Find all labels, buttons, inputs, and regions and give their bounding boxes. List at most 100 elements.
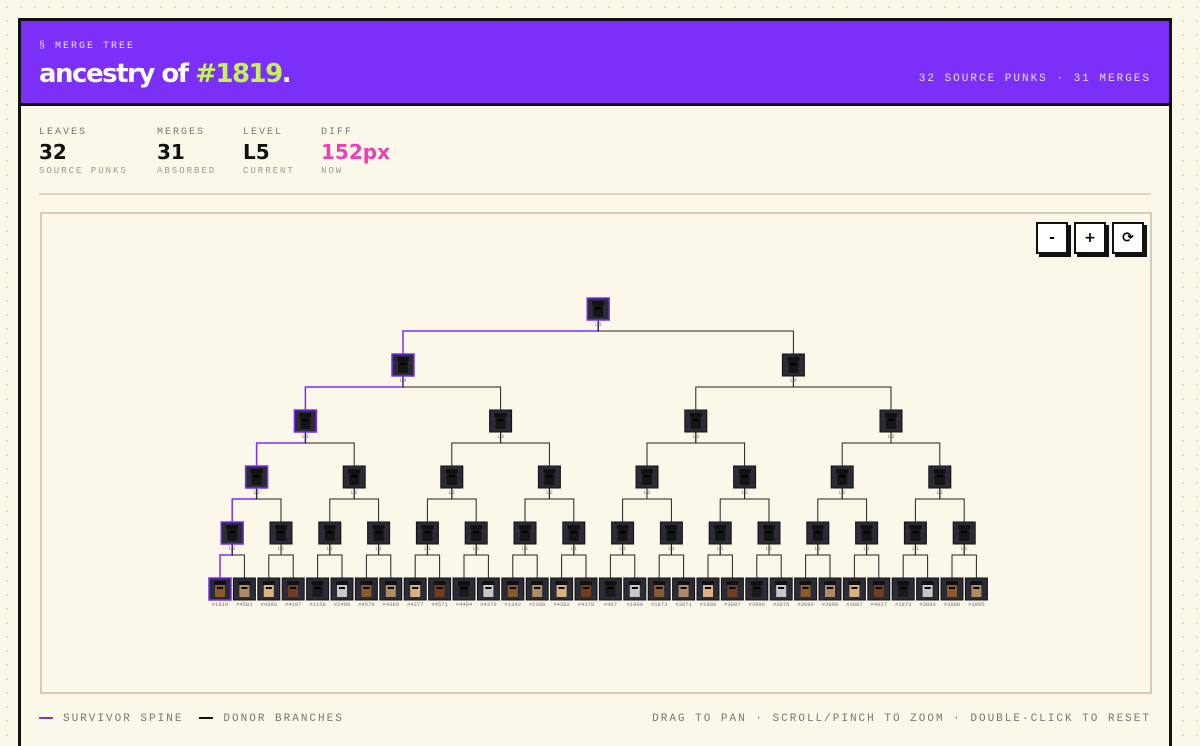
- punk-head: [532, 582, 543, 597]
- level-label: L1: [961, 545, 968, 552]
- leaf-label: #4581: [236, 601, 253, 608]
- title-suffix: .: [281, 59, 292, 89]
- punk-hair: [738, 469, 751, 473]
- punk-eye: [680, 587, 687, 589]
- punk-eye: [485, 587, 492, 589]
- zoom-button[interactable]: ⟳: [1112, 222, 1144, 254]
- punk-head: [337, 582, 347, 597]
- donor-edge: [792, 376, 892, 410]
- punk-eye: [412, 587, 419, 589]
- leaf-label: #4377: [407, 601, 424, 608]
- punk-head: [288, 582, 299, 597]
- punk-hair: [958, 525, 971, 529]
- punk-eye: [607, 587, 614, 589]
- punk-head: [922, 582, 933, 597]
- punk-head: [544, 470, 555, 485]
- donor-edge: [597, 320, 794, 354]
- punk-eye: [753, 587, 760, 589]
- spine-edge: [402, 320, 599, 354]
- punk-eye: [814, 531, 821, 533]
- punk-eye: [705, 587, 711, 589]
- donor-edge: [402, 376, 502, 410]
- punk-eye: [534, 587, 541, 589]
- punk-hair: [445, 469, 458, 473]
- punk-hair: [592, 301, 605, 305]
- title: ancestry of #1819.: [39, 59, 292, 89]
- punk-head: [898, 582, 909, 597]
- punk-hair: [567, 525, 580, 529]
- donor-edge: [695, 432, 746, 466]
- punk-hair: [946, 581, 958, 585]
- leaf-label: #1908: [700, 601, 717, 608]
- donor-edge: [378, 544, 392, 578]
- donor-edge: [939, 488, 965, 522]
- punk-head: [605, 582, 616, 597]
- leaf-label: #3995: [968, 601, 985, 608]
- punk-eye: [400, 363, 406, 365]
- punk-eye: [766, 531, 772, 533]
- punk-hair: [262, 581, 275, 585]
- punk-eye: [583, 587, 589, 589]
- title-id: #1819: [195, 59, 283, 89]
- level-label: L2: [351, 489, 358, 496]
- punk-eye: [570, 531, 577, 533]
- donor-edge: [500, 432, 550, 466]
- leaf-label: #4382: [553, 601, 570, 608]
- stat-sub: NOW: [321, 166, 344, 176]
- punk-head: [629, 582, 640, 597]
- stat-value: 32: [39, 140, 67, 164]
- punk-hair: [494, 413, 507, 417]
- punk-eye: [326, 531, 333, 533]
- tree-panel[interactable]: #1819 #4581 #4388 #4387 #1158 #2409 #4579 #4380…: [40, 212, 1152, 694]
- legend-swatch: [39, 717, 53, 720]
- punk-eye: [436, 587, 443, 589]
- punk-eye: [936, 475, 943, 477]
- punk-hair: [628, 581, 641, 585]
- punk-head: [568, 526, 579, 541]
- leaf-label: #1819: [212, 601, 229, 608]
- punk-eye: [741, 475, 748, 477]
- punk-eye: [424, 531, 431, 533]
- punk-hair: [531, 581, 544, 585]
- punk-hair: [897, 581, 910, 585]
- punk-hair: [482, 581, 495, 585]
- punk-eye: [827, 587, 833, 589]
- punk-eye: [302, 419, 309, 421]
- punk-eye: [961, 531, 968, 533]
- punk-hair: [372, 525, 385, 529]
- punk-head: [739, 470, 750, 485]
- punk-head: [215, 582, 225, 597]
- donor-edge: [622, 544, 636, 578]
- zoom-button[interactable]: +: [1074, 222, 1106, 254]
- punk-head: [239, 582, 250, 597]
- punk-hair: [458, 581, 470, 585]
- punk-eye: [473, 531, 480, 533]
- level-label: L3: [497, 433, 504, 440]
- level-label: L4: [400, 377, 407, 384]
- punk-eye: [900, 587, 907, 589]
- punk-eye: [619, 531, 626, 533]
- punk-eye: [339, 587, 345, 589]
- punk-hair: [519, 525, 531, 529]
- punk-eye: [265, 587, 272, 589]
- tree: #1819 #4581 #4388 #4387 #1158 #2409 #4579 #4380…: [208, 297, 988, 608]
- punk-eye: [692, 419, 699, 421]
- punk-hair: [799, 581, 812, 585]
- punk-hair: [275, 525, 287, 529]
- punk-eye: [839, 475, 846, 477]
- punk-head: [764, 526, 774, 541]
- zoom-button[interactable]: -: [1036, 222, 1068, 254]
- punk-head: [690, 414, 701, 429]
- punk-hair: [226, 525, 239, 529]
- punk-head: [825, 582, 835, 597]
- leaf-label: #4388: [261, 601, 278, 608]
- punk-head: [727, 582, 738, 597]
- punk-hair: [970, 581, 983, 585]
- legend-item: DONOR BRANCHES: [223, 713, 344, 725]
- hint: DRAG TO PAN · SCROLL/PINCH TO ZOOM · DOU…: [652, 713, 1151, 725]
- donor-edge: [451, 488, 477, 522]
- punk-eye: [631, 587, 638, 589]
- punk-hair: [616, 525, 629, 529]
- punk-head: [507, 582, 518, 597]
